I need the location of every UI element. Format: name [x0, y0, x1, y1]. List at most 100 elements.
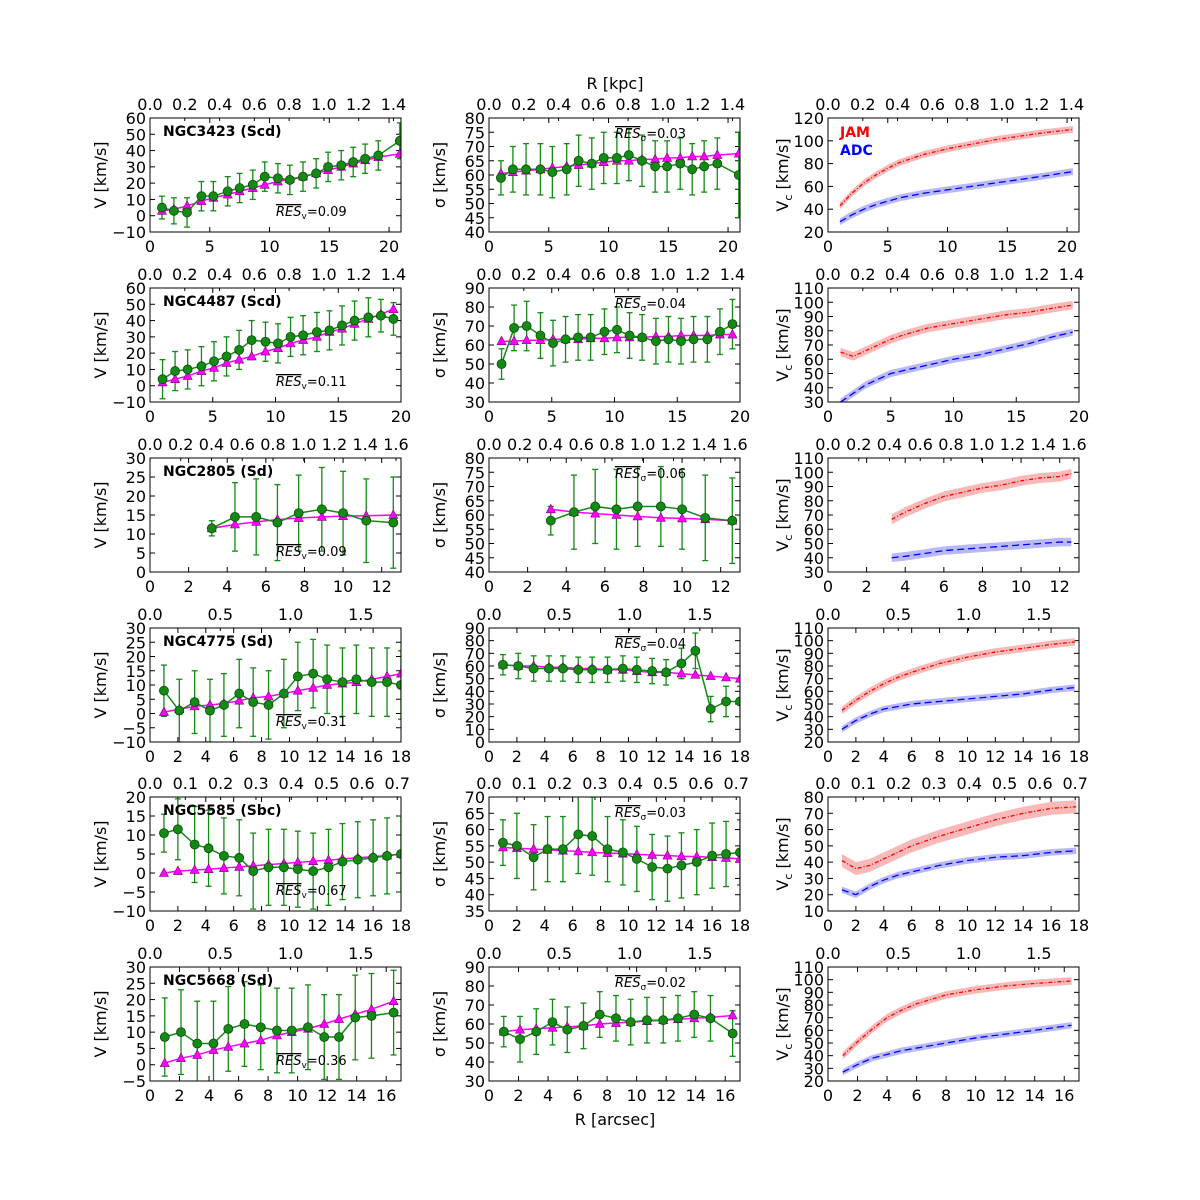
top-tick-label: 0.2 — [168, 435, 193, 454]
residual-annotation: RESσ=0.06 — [615, 467, 686, 484]
y-axis-label: σ [km/s] — [430, 991, 449, 1057]
x-tick-label: 2 — [512, 916, 522, 935]
x-tick-label: 0 — [823, 1086, 833, 1105]
observed-point — [324, 325, 335, 336]
model-point — [209, 362, 220, 372]
x-tick-label: 5 — [883, 237, 893, 256]
top-tick-label: 0.8 — [260, 435, 285, 454]
plot-area — [496, 298, 738, 380]
observed-point — [561, 164, 572, 175]
x-tick-label: 20 — [1057, 237, 1077, 256]
axes-frame — [827, 966, 1080, 1082]
top-tick-label: 1.5 — [348, 944, 373, 963]
observed-point — [338, 508, 348, 518]
observed-point — [285, 331, 296, 342]
adc-band — [891, 537, 1072, 563]
observed-point — [234, 688, 245, 699]
y-tick-label: 30 — [126, 158, 146, 177]
top-tick-label: 1.6 — [722, 435, 747, 454]
panel-18: 0 2 4 6 8 10 12 14 16 0.0 0.5 1.0 1.5 203040506070809… — [773, 944, 1080, 1105]
y-tick-label: 70 — [465, 644, 485, 663]
axes-frame — [827, 287, 1080, 403]
residual-subscript: σ — [641, 304, 647, 314]
observed-point — [206, 523, 217, 534]
y-tick-label: 0 — [136, 705, 146, 724]
x-tick-label: 5 — [205, 237, 215, 256]
x-tick-label: 6 — [233, 1086, 243, 1105]
y-axis-label-main: V — [773, 541, 792, 552]
x-tick-label: 10 — [957, 916, 977, 935]
panel-1: 0 5 10 15 200.0 0.2 0.4 0.6 0.8 1.0 1.2 1.4−1001020… — [91, 95, 406, 256]
observed-point — [733, 170, 740, 180]
observed-point — [248, 697, 259, 707]
jam-curve — [891, 473, 1072, 520]
plot-area — [841, 638, 1075, 733]
y-tick-label: 80 — [465, 298, 485, 317]
top-tick-label: 1.0 — [311, 265, 336, 284]
model-point — [690, 669, 701, 679]
observed-point — [394, 135, 401, 146]
model-point — [182, 370, 193, 380]
observed-point — [170, 366, 181, 376]
observed-point — [631, 664, 642, 675]
residual-value: =0.11 — [307, 375, 347, 390]
axes-frame — [149, 117, 402, 233]
x-tick-label: 2 — [513, 1086, 523, 1105]
observed-point — [323, 161, 333, 172]
x-tick-label: 15 — [667, 407, 687, 426]
x-tick-label: 20 — [730, 407, 750, 426]
model-point — [632, 510, 643, 521]
observed-point — [322, 674, 332, 685]
y-tick-label: 20 — [804, 223, 824, 242]
top-tick-label: 0.2 — [547, 774, 572, 793]
top-tick-label: 0.2 — [172, 95, 197, 114]
panel-2: 0 5 10 15 20 0.0 0.2 0.4 0.6 0.8 1.0 1.2 1.4 40455055… — [430, 95, 745, 256]
top-tick-label: 0.5 — [208, 944, 233, 963]
adc-curve — [841, 850, 1077, 896]
axes-frame — [488, 457, 741, 573]
x-tick-label: 18 — [1069, 747, 1089, 766]
observed-point — [528, 663, 539, 674]
y-tick-label: 60 — [126, 109, 146, 128]
adc-band — [840, 328, 1073, 402]
top-tick-label: 0.5 — [547, 944, 572, 963]
top-tick-label: 0.0 — [137, 605, 162, 624]
y-axis-label-sub: c — [782, 365, 795, 371]
y-axis-label-main: V — [773, 711, 792, 722]
residual-symbol: RES — [276, 1054, 302, 1069]
observed-point — [675, 158, 686, 169]
observed-point — [222, 186, 233, 197]
top-tick-label: 0.6 — [908, 435, 933, 454]
y-tick-label: 50 — [465, 195, 485, 214]
x-tick-label: 10 — [965, 1086, 985, 1105]
model-point — [260, 345, 271, 356]
y-tick-label: 100 — [793, 971, 824, 990]
observed-point — [650, 161, 661, 172]
top-tick-label: 1.2 — [685, 95, 710, 114]
x-tick-label: 2 — [512, 747, 522, 766]
model-point — [727, 1009, 738, 1020]
model-point — [687, 150, 698, 161]
y-tick-label: 20 — [126, 174, 146, 193]
observed-point — [586, 158, 597, 169]
residual-subscript: v — [302, 382, 308, 392]
model-point — [234, 861, 245, 871]
x-tick-label: 2 — [523, 577, 533, 596]
observed-point — [176, 1027, 186, 1038]
y-tick-label: 20 — [804, 733, 824, 752]
adc-curve — [891, 541, 1072, 559]
top-tick-label: 1.0 — [311, 95, 336, 114]
observed-point — [159, 685, 169, 696]
x-tick-label: 6 — [568, 916, 578, 935]
y-tick-label: −10 — [112, 733, 146, 752]
residual-value: =0.06 — [646, 467, 686, 482]
y-tick-label: 60 — [804, 350, 824, 369]
model-point — [316, 511, 327, 521]
top-tick-label: 1.0 — [291, 435, 316, 454]
y-tick-label: 70 — [804, 336, 824, 355]
x-tick-label: 0 — [145, 916, 155, 935]
top-tick-label: 0.3 — [582, 774, 607, 793]
x-tick-label: 16 — [1054, 1086, 1074, 1105]
y-tick-label: 10 — [126, 826, 146, 845]
observed-point — [513, 661, 524, 671]
